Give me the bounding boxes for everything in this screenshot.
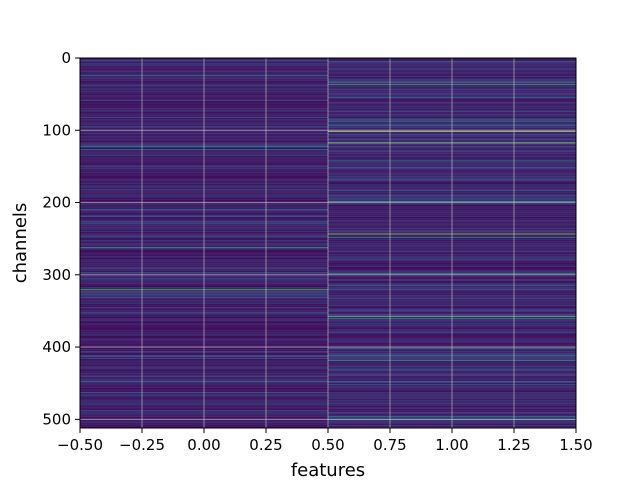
y-axis: 0 100 200 300 400 500 [42,49,80,428]
y-tick-label: 200 [42,194,71,212]
x-tick-label: 1.25 [497,436,530,454]
x-axis: −0.50 −0.25 0.00 0.25 0.50 0.75 1.00 1.25 1.50 [57,428,593,454]
x-tick-label: 1.50 [559,436,592,454]
y-tick-label: 0 [61,49,71,67]
y-axis-label: channels [10,203,31,284]
y-tick-label: 400 [42,338,71,356]
x-tick-label: 1.00 [435,436,468,454]
x-axis-label: features [291,460,365,480]
x-tick-label: −0.25 [119,436,165,454]
y-tick-label: 100 [42,121,71,139]
x-tick-label: 0.00 [187,436,220,454]
y-tick-label: 300 [42,266,71,284]
x-tick-label: 0.50 [311,436,344,454]
x-tick-label: 0.75 [373,436,406,454]
x-tick-label: 0.25 [249,436,282,454]
y-tick-label: 500 [42,410,71,428]
x-tick-label: −0.50 [57,436,103,454]
